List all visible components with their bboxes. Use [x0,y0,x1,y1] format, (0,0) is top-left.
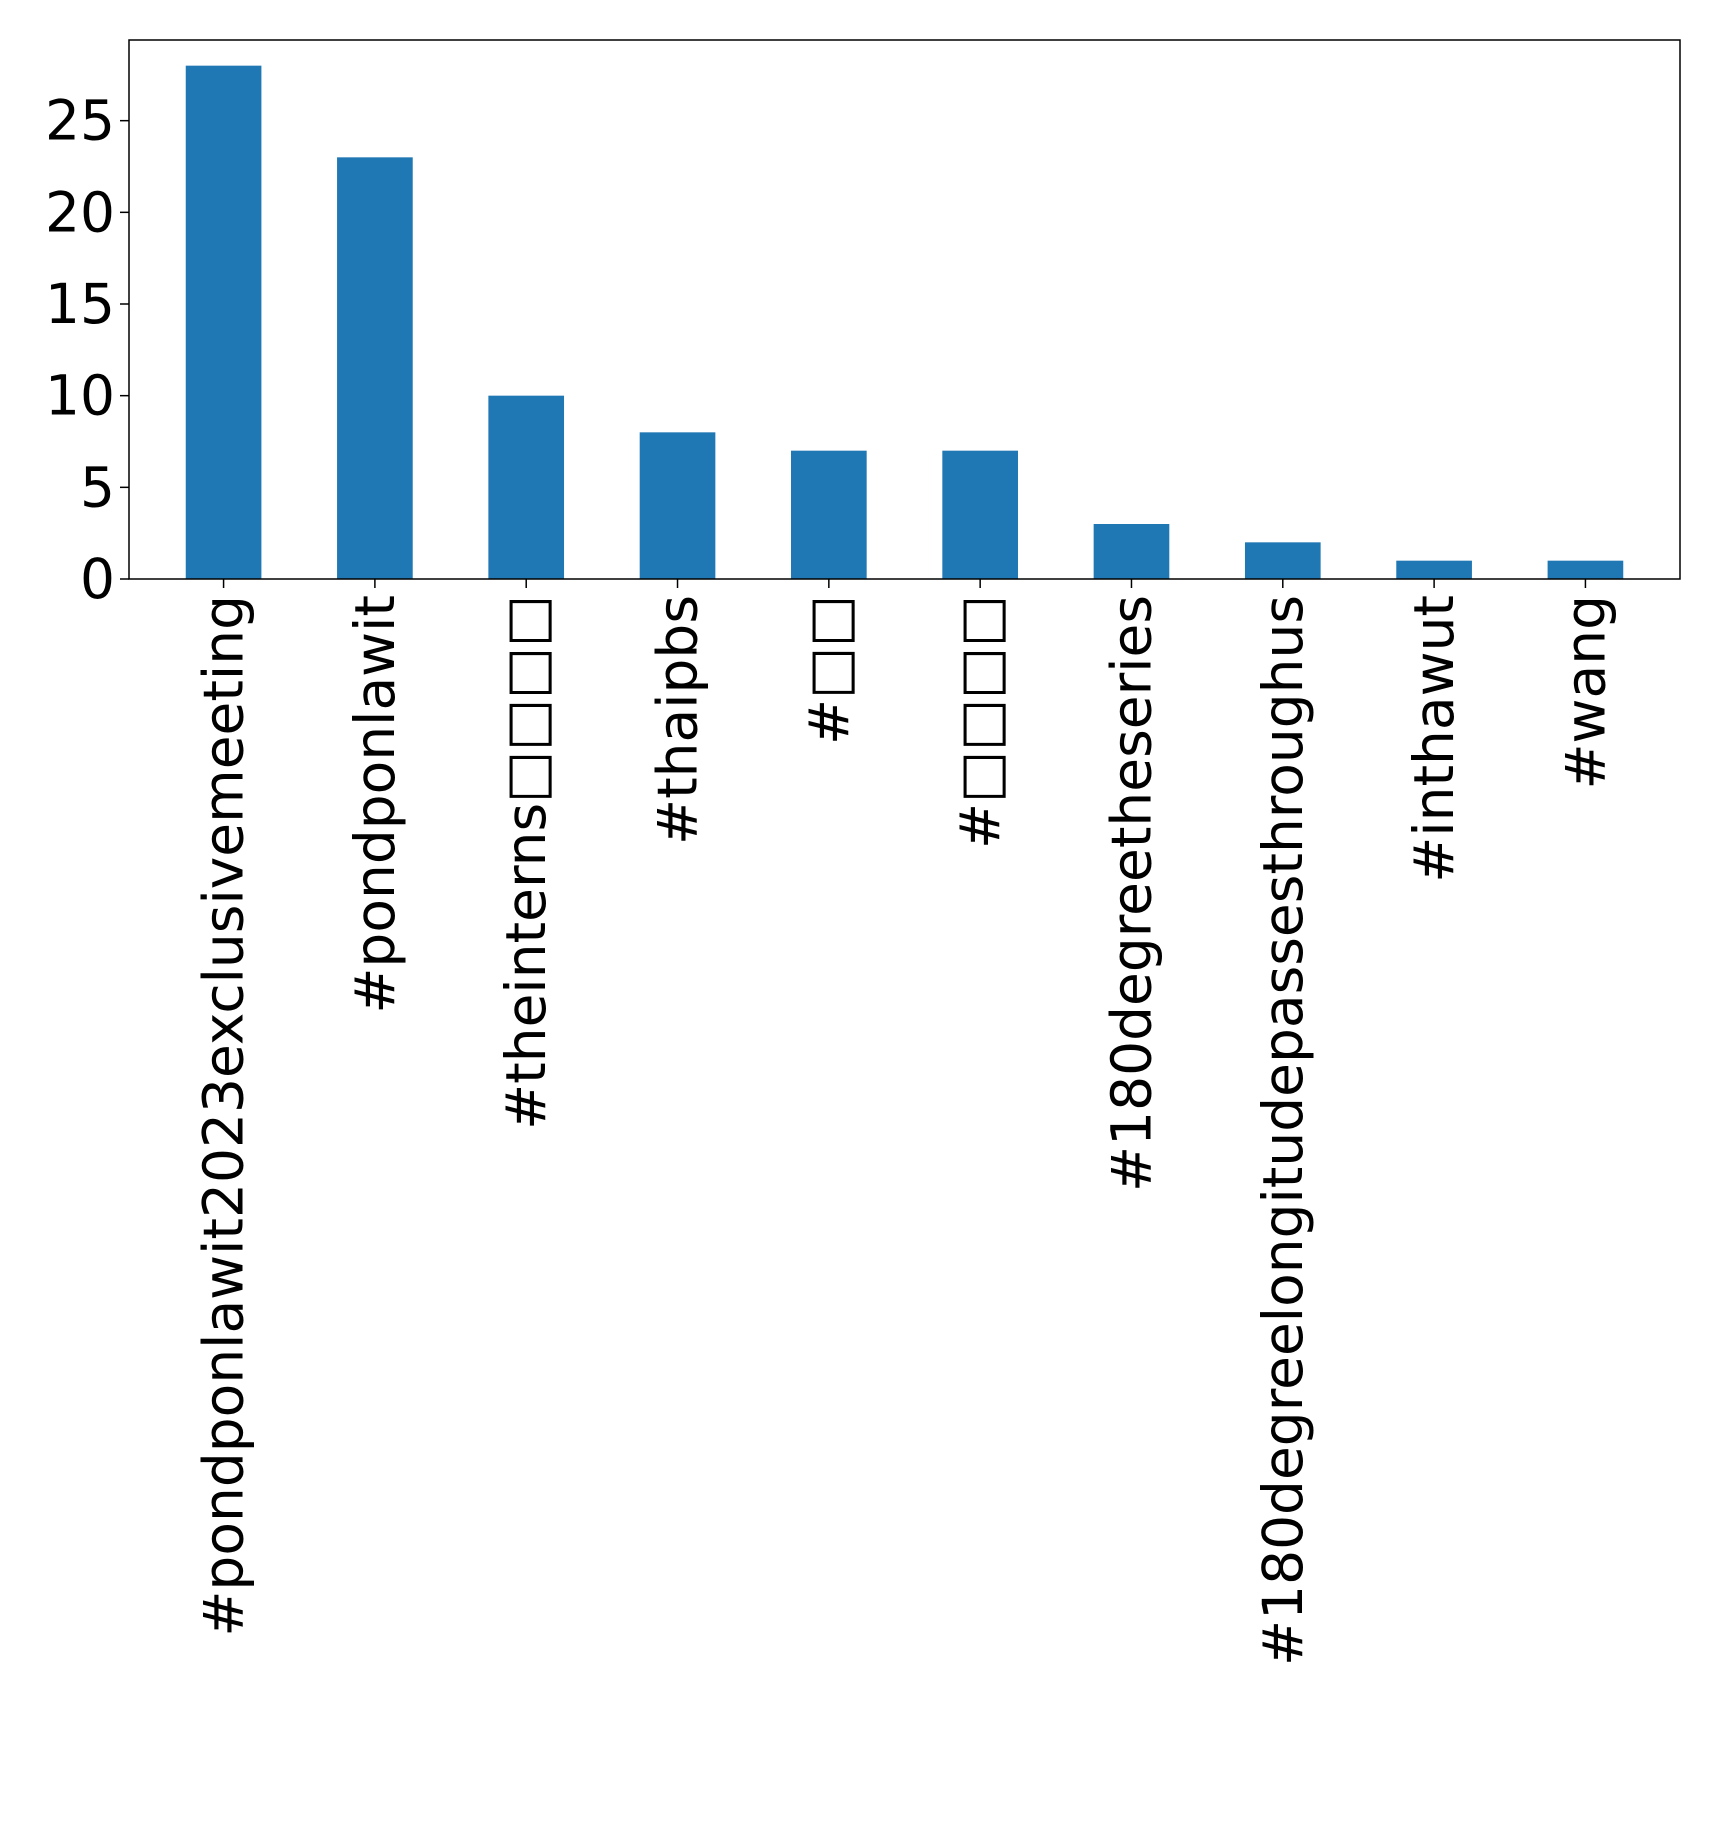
x-tick-label-6: #180degreetheseries [1099,595,1163,1192]
bar-5 [942,450,1018,579]
y-tick-label-3: 15 [45,272,115,336]
x-tick-label-5: #□□□□ [948,595,1012,849]
x-tick-label-1: #pondponlawit [343,595,407,1014]
y-tick-label-2: 10 [45,364,115,428]
y-tick-label-0: 0 [80,547,115,611]
bar-6 [1093,524,1170,579]
bar-0 [185,65,262,579]
y-tick-label-5: 25 [45,89,115,153]
x-tick-label-0: #pondponlawit2023exclusivemeeting [192,595,256,1637]
x-tick-label-2: #theinterns□□□□ [494,595,558,1130]
bar-2 [488,395,565,579]
x-tick-label-9: #wang [1553,595,1617,790]
bar-1 [337,157,413,580]
y-tick-label-1: 5 [80,455,115,519]
bar-4 [791,450,867,579]
bar-8 [1396,560,1472,579]
x-tick-label-3: #thaipbs [646,595,710,845]
bar-9 [1547,560,1624,579]
bars-group [185,65,1624,580]
x-tick-label-8: #inthawut [1402,595,1466,883]
y-axis: 0 5 10 15 20 25 [45,89,129,611]
bar-3 [639,432,716,579]
plot-frame [128,39,1681,580]
x-tick-label-4: #□□ [797,595,861,745]
y-tick-label-4: 20 [45,180,115,244]
x-axis: #pondponlawit2023exclusivemeeting #pondpo… [192,579,1617,1666]
x-tick-label-7: #180degreelongitudepassesthroughus [1251,595,1315,1666]
bar-7 [1244,542,1321,579]
